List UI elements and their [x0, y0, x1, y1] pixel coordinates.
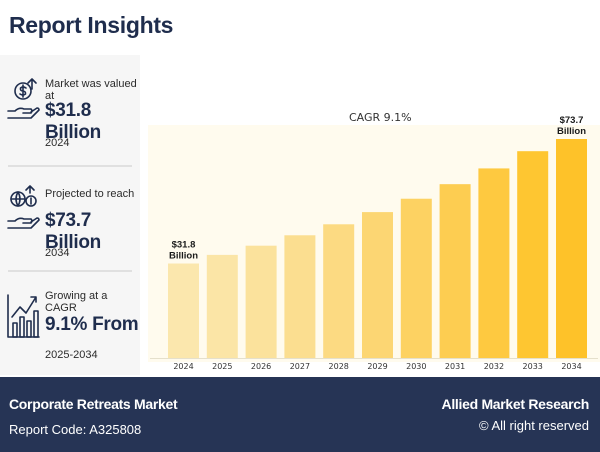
- x-tick-label: 2025: [212, 362, 232, 371]
- stat-value: 9.1% From: [45, 314, 139, 335]
- stat-value: $31.8 Billion: [45, 100, 101, 143]
- publisher-name: Allied Market Research: [441, 396, 590, 412]
- stat-caption: Market was valued at: [45, 78, 137, 102]
- data-label: Billion: [557, 126, 586, 137]
- globe-hand-icon: [7, 185, 40, 229]
- x-tick-label: 2032: [484, 362, 504, 371]
- bar-2025: [206, 254, 238, 358]
- growth-chart-icon: [7, 294, 40, 338]
- x-tick-label: 2028: [329, 362, 349, 371]
- bar-2028: [323, 224, 355, 358]
- bar-2024: [168, 263, 199, 358]
- bar-2029: [362, 212, 393, 358]
- bar-2031: [439, 184, 471, 358]
- bar-2027: [284, 235, 316, 358]
- stat-year: 2025-2034: [45, 349, 98, 361]
- stat-value: $73.7 Billion: [45, 210, 101, 253]
- stat-divider: [8, 270, 132, 272]
- stat-year: 2024: [45, 137, 70, 149]
- bar-chart: 2024 2025 2026 2027 2028 2029 2030 2031 2032 2033…: [150, 115, 598, 371]
- bar-2030: [400, 198, 432, 358]
- x-tick-label: 2030: [406, 362, 426, 371]
- x-tick-label: 2029: [367, 362, 387, 371]
- copyright-text: © All right reserved: [478, 418, 589, 433]
- bar-2033: [517, 151, 549, 358]
- bar-2032: [478, 168, 510, 358]
- stat-cagr: Growing at a CAGR 9.1% From 2025-2034: [0, 287, 140, 393]
- x-tick-label: 2031: [445, 362, 465, 371]
- x-tick-label: 2034: [561, 362, 581, 371]
- data-label: Billion: [169, 251, 198, 262]
- page-title: Report Insights: [9, 12, 174, 38]
- money-hand-icon: [7, 78, 40, 119]
- cagr-annotation: CAGR 9.1%: [349, 111, 412, 124]
- x-tick-label: 2024: [173, 362, 193, 371]
- stat-market-value: Market was valued at $31.8 Billion 2024: [0, 73, 140, 179]
- key-stats-panel: Market was valued at $31.8 Billion 2024 …: [0, 55, 140, 375]
- stat-caption: Growing at a CAGR: [45, 290, 108, 314]
- bar-2034: [556, 139, 587, 358]
- bar-2026: [245, 245, 277, 358]
- data-label: $31.8: [172, 240, 196, 251]
- data-label: $73.7: [560, 115, 584, 126]
- x-tick-label: 2026: [251, 362, 271, 371]
- footer: Corporate Retreats Market Report Code: A…: [0, 377, 600, 452]
- stat-year: 2034: [45, 247, 70, 259]
- x-tick-label: 2033: [523, 362, 543, 371]
- stat-divider: [8, 165, 132, 167]
- report-code: Report Code: A325808: [9, 422, 142, 437]
- report-name: Corporate Retreats Market: [9, 396, 178, 412]
- x-tick-label: 2027: [290, 362, 310, 371]
- stat-projected-value: Projected to reach $73.7 Billion 2034: [0, 183, 140, 289]
- stat-caption: Projected to reach: [45, 188, 135, 200]
